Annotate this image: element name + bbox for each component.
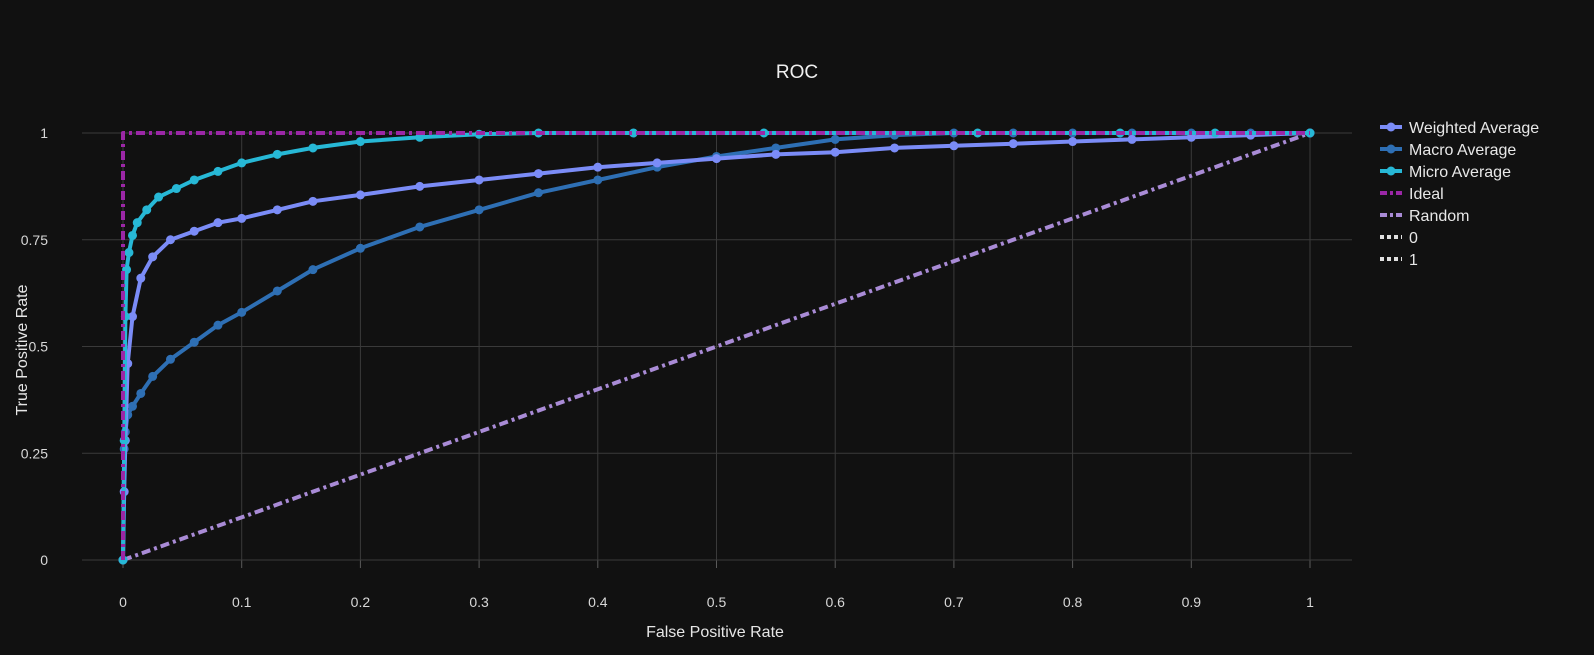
legend-item[interactable]: Macro Average — [1380, 142, 1516, 159]
x-tick-label: 0.9 — [1182, 594, 1202, 610]
data-point[interactable] — [308, 265, 318, 275]
y-tick-label: 1 — [40, 125, 48, 141]
x-tick-label: 0.5 — [707, 594, 727, 610]
data-point[interactable] — [213, 320, 223, 330]
data-point[interactable] — [593, 175, 603, 185]
data-point[interactable] — [830, 134, 840, 144]
y-tick-label: 0.5 — [29, 339, 49, 355]
y-axis-title: True Positive Rate — [14, 284, 31, 415]
data-point[interactable] — [533, 188, 543, 198]
plot-area — [118, 128, 1315, 565]
data-point[interactable] — [890, 143, 900, 153]
data-point[interactable] — [165, 235, 175, 245]
legend-label: 0 — [1409, 230, 1418, 247]
legend-label: Ideal — [1409, 186, 1444, 203]
data-point[interactable] — [171, 184, 181, 194]
data-point[interactable] — [132, 218, 142, 228]
data-point[interactable] — [308, 196, 318, 206]
x-tick-label: 1 — [1306, 594, 1314, 610]
data-point[interactable] — [830, 147, 840, 157]
data-point[interactable] — [474, 175, 484, 185]
series-line — [121, 131, 1311, 561]
data-point[interactable] — [308, 143, 318, 153]
data-point[interactable] — [355, 137, 365, 147]
legend-item[interactable]: 1 — [1380, 252, 1418, 269]
data-point[interactable] — [652, 158, 662, 168]
data-point[interactable] — [237, 213, 247, 223]
data-point[interactable] — [136, 388, 146, 398]
data-point[interactable] — [148, 252, 158, 262]
data-point[interactable] — [127, 401, 137, 411]
legend-marker — [1386, 144, 1396, 154]
x-tick-label: 0.2 — [351, 594, 371, 610]
data-point[interactable] — [533, 169, 543, 179]
data-point[interactable] — [148, 371, 158, 381]
data-point[interactable] — [415, 181, 425, 191]
x-tick-label: 0.7 — [944, 594, 964, 610]
data-point[interactable] — [415, 222, 425, 232]
data-point[interactable] — [949, 141, 959, 151]
legend-item[interactable]: Weighted Average — [1380, 120, 1539, 137]
data-point[interactable] — [127, 230, 137, 240]
x-tick-label: 0.6 — [825, 594, 845, 610]
data-point[interactable] — [1068, 137, 1078, 147]
x-tick-label: 0 — [119, 594, 127, 610]
data-point[interactable] — [593, 162, 603, 172]
y-tick-label: 0.25 — [21, 445, 48, 461]
data-point[interactable] — [1127, 134, 1137, 144]
y-tick-label: 0 — [40, 552, 48, 568]
data-point[interactable] — [142, 205, 152, 215]
data-point[interactable] — [474, 205, 484, 215]
x-tick-label: 0.8 — [1063, 594, 1083, 610]
data-point[interactable] — [1008, 139, 1018, 149]
tick-labels: 0 0.1 0.2 0.3 0.4 0.5 0.6 0.7 0.8 0.9 1 0 0.25 0.5 0.7… — [21, 125, 1314, 610]
data-point[interactable] — [771, 149, 781, 159]
data-point[interactable] — [189, 226, 199, 236]
data-point[interactable] — [165, 354, 175, 364]
data-point[interactable] — [355, 190, 365, 200]
legend: Weighted Average Macro Average Micro Avera… — [1380, 120, 1539, 269]
data-point[interactable] — [272, 286, 282, 296]
legend-item[interactable]: Micro Average — [1380, 164, 1511, 181]
data-point[interactable] — [712, 154, 721, 164]
legend-marker — [1386, 122, 1396, 132]
data-point[interactable] — [154, 192, 164, 202]
legend-label: Micro Average — [1409, 164, 1511, 181]
legend-item[interactable]: 0 — [1380, 230, 1418, 247]
legend-label: Macro Average — [1409, 142, 1516, 159]
x-axis-title: False Positive Rate — [646, 624, 784, 641]
x-tick-label: 0.3 — [469, 594, 489, 610]
data-point[interactable] — [213, 166, 223, 176]
chart-title: ROC — [776, 62, 818, 83]
data-point[interactable] — [189, 175, 199, 185]
y-tick-label: 0.75 — [21, 232, 48, 248]
data-point[interactable] — [237, 158, 247, 168]
series-line — [121, 131, 1310, 560]
x-tick-label: 0.1 — [232, 594, 252, 610]
data-point[interactable] — [355, 243, 365, 253]
legend-label: Weighted Average — [1409, 120, 1539, 137]
legend-item[interactable]: Ideal — [1380, 186, 1444, 203]
series-ideal — [121, 131, 1310, 560]
data-point[interactable] — [272, 205, 282, 215]
data-point[interactable] — [124, 248, 134, 258]
legend-item[interactable]: Random — [1380, 208, 1469, 225]
data-point[interactable] — [136, 273, 146, 283]
data-point[interactable] — [213, 218, 223, 228]
x-tick-label: 0.4 — [588, 594, 608, 610]
data-point[interactable] — [237, 307, 247, 317]
data-point[interactable] — [189, 337, 199, 347]
legend-marker — [1386, 166, 1396, 176]
data-point[interactable] — [272, 149, 282, 159]
legend-label: Random — [1409, 208, 1469, 225]
legend-label: 1 — [1409, 252, 1418, 269]
